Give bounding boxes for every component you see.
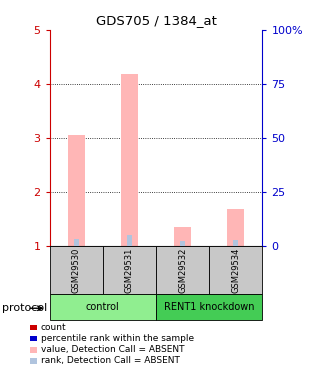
Text: percentile rank within the sample: percentile rank within the sample [41, 334, 194, 343]
Text: GSM29530: GSM29530 [72, 248, 81, 292]
Bar [174, 227, 191, 246]
Bar [156, 246, 209, 294]
Bar [121, 74, 138, 246]
Bar [50, 246, 103, 294]
Bar [50, 294, 156, 320]
Bar [68, 135, 85, 246]
Text: protocol: protocol [2, 303, 47, 313]
Text: GSM29532: GSM29532 [178, 248, 187, 292]
Bar [156, 294, 262, 320]
Text: value, Detection Call = ABSENT: value, Detection Call = ABSENT [41, 345, 184, 354]
Bar [227, 209, 244, 246]
Text: count: count [41, 322, 67, 332]
Bar [180, 242, 185, 246]
Text: GDS705 / 1384_at: GDS705 / 1384_at [96, 14, 217, 27]
Text: rank, Detection Call = ABSENT: rank, Detection Call = ABSENT [41, 356, 180, 365]
Text: control: control [86, 302, 120, 312]
Bar [127, 235, 132, 246]
Text: GSM29531: GSM29531 [125, 248, 134, 292]
Bar [103, 246, 156, 294]
Text: RENT1 knockdown: RENT1 knockdown [164, 302, 254, 312]
Bar [209, 246, 262, 294]
Bar [233, 240, 238, 246]
Bar [74, 239, 79, 246]
Text: GSM29534: GSM29534 [231, 248, 240, 292]
